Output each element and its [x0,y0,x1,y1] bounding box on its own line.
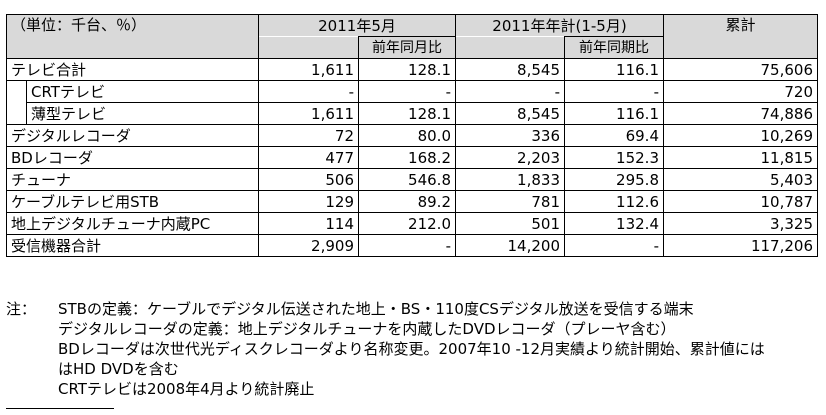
cell-may-yoy: 128.1 [358,102,456,125]
cell-ytd-yoy: 152.3 [564,146,664,169]
col-header-cumulative: 累計 [663,14,818,59]
cell-ytd-yoy: 116.1 [564,58,664,81]
indent-cell [6,80,27,103]
header-row-top: （単位：千台、％） 2011年5月 2011年年計(1-5月) 累計 [6,14,818,59]
table-row: BDレコーダ 477 168.2 2,203 152.3 11,815 [6,146,818,169]
cell-may: 129 [258,190,359,213]
notes: 注： STBの定義：ケーブルでデジタル伝送された地上・BS・110度CSデジタル… [6,299,821,399]
cell-cumulative: 75,606 [663,58,818,81]
table-row: 薄型テレビ 1,611 128.1 8,545 116.1 74,886 [6,102,818,125]
subheader-yoy-period: 前年同期比 [564,36,664,59]
col-header-2011-may: 2011年5月 [258,14,456,37]
cell-ytd: 501 [455,212,565,235]
cell-cumulative: 5,403 [663,168,818,191]
cell-may-yoy: 128.1 [358,58,456,81]
cell-ytd-yoy: - [564,80,664,103]
note-crt-discontinued: CRTテレビは2008年4月より統計廃止 [58,380,315,398]
cell-ytd: 2,203 [455,146,565,169]
cell-ytd: 1,833 [455,168,565,191]
cell-ytd-yoy: 69.4 [564,124,664,147]
note-bd-rename: BDレコーダは次世代光ディスクレコーダより名称変更。2007年10 -12月実績… [58,340,765,358]
row-label: チューナ [6,168,259,191]
cell-may: 114 [258,212,359,235]
col-header-ytd: 2011年年計(1-5月) [455,14,664,37]
cell-may: 2,909 [258,234,359,257]
cell-ytd: 8,545 [455,102,565,125]
total-row: 受信機器合計 2,909 - 14,200 - 117,206 [6,234,818,257]
notes-lead: 注： [6,300,37,318]
cell-may-yoy: 212.0 [358,212,456,235]
table-row: チューナ 506 546.8 1,833 295.8 5,403 [6,168,818,191]
cell-cumulative: 720 [663,80,818,103]
cell-may-yoy: 80.0 [358,124,456,147]
note-recorder-definition: デジタルレコーダの定義：地上デジタルチューナを内蔵したDVDレコーダ（プレーヤ含… [58,320,676,338]
cell-may-yoy: - [358,234,456,257]
cell-ytd: 8,545 [455,58,565,81]
cell-cumulative: 10,269 [663,124,818,147]
cell-cumulative: 11,815 [663,146,818,169]
cell-ytd: 781 [455,190,565,213]
note-hd-dvd: はHD DVDを含む [58,360,179,378]
subheader-yoy-month: 前年同月比 [358,36,456,59]
cell-ytd-yoy: 116.1 [564,102,664,125]
table-row: ケーブルテレビ用STB 129 89.2 781 112.6 10,787 [6,190,818,213]
shipment-table: （単位：千台、％） 2011年5月 2011年年計(1-5月) 累計 前年同月比… [6,14,818,257]
unit-header: （単位：千台、％） [6,14,259,59]
row-label: テレビ合計 [6,58,259,81]
cell-may: 506 [258,168,359,191]
footnote-divider [6,408,114,409]
cell-may: 477 [258,146,359,169]
row-label: BDレコーダ [6,146,259,169]
cell-ytd: 14,200 [455,234,565,257]
cell-may-yoy: 546.8 [358,168,456,191]
cell-ytd: - [455,80,565,103]
cell-may: 72 [258,124,359,147]
cell-ytd-yoy: 112.6 [564,190,664,213]
indent-cell [6,102,27,125]
cell-ytd: 336 [455,124,565,147]
cell-may: - [258,80,359,103]
note-stb-definition: STBの定義：ケーブルでデジタル伝送された地上・BS・110度CSデジタル放送を… [58,300,694,318]
row-label: 地上デジタルチューナ内蔵PC [6,212,259,235]
row-label: ケーブルテレビ用STB [6,190,259,213]
row-label: デジタルレコーダ [6,124,259,147]
cell-cumulative: 10,787 [663,190,818,213]
table-row: デジタルレコーダ 72 80.0 336 69.4 10,269 [6,124,818,147]
cell-ytd-yoy: 295.8 [564,168,664,191]
table-row: CRTテレビ - - - - 720 [6,80,818,103]
cell-ytd-yoy: 132.4 [564,212,664,235]
cell-may-yoy: 168.2 [358,146,456,169]
cell-ytd-yoy: - [564,234,664,257]
row-label: 受信機器合計 [6,234,259,257]
subheader-blank-ytd [455,36,565,59]
cell-cumulative: 117,206 [663,234,818,257]
cell-cumulative: 3,325 [663,212,818,235]
row-label: CRTテレビ [26,80,259,103]
table-row: 地上デジタルチューナ内蔵PC 114 212.0 501 132.4 3,325 [6,212,818,235]
row-label: 薄型テレビ [26,102,259,125]
cell-may-yoy: - [358,80,456,103]
cell-may-yoy: 89.2 [358,190,456,213]
cell-cumulative: 74,886 [663,102,818,125]
cell-may: 1,611 [258,102,359,125]
subheader-blank-may [258,36,359,59]
table-row: テレビ合計 1,611 128.1 8,545 116.1 75,606 [6,58,818,81]
cell-may: 1,611 [258,58,359,81]
